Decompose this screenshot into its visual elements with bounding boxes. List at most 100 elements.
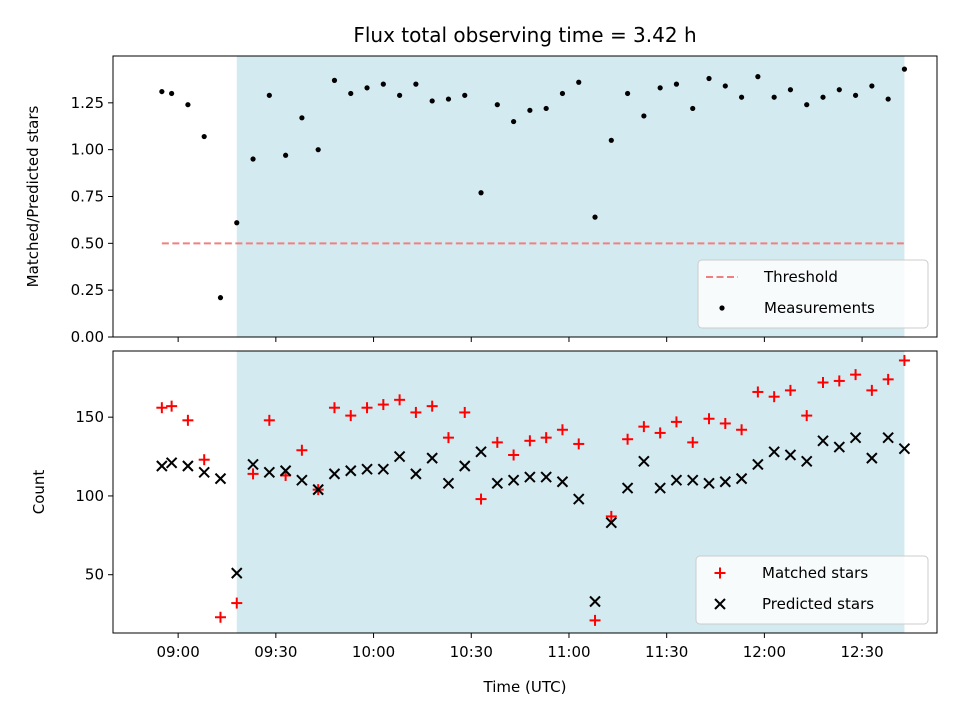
measurement-point xyxy=(641,113,647,119)
measurement-point xyxy=(217,295,224,301)
predicted-star-point xyxy=(638,455,650,467)
top-x-ticks xyxy=(177,337,863,342)
measurement-point xyxy=(527,107,533,113)
legend-box xyxy=(695,555,929,625)
matched-star-point xyxy=(410,406,422,418)
predicted-star-point xyxy=(263,466,276,479)
predicted-star-point xyxy=(898,442,911,455)
top-y-axis-label: Matched/Predicted stars xyxy=(24,106,42,288)
predicted-star-point xyxy=(475,446,487,458)
measurement-point xyxy=(804,102,810,108)
matched-star-point xyxy=(182,414,194,426)
measurement-point xyxy=(771,94,777,100)
measurement-point xyxy=(348,90,354,97)
measurement-point xyxy=(755,74,761,80)
predicted-star-point xyxy=(410,468,422,480)
predicted-star-point xyxy=(231,567,243,579)
measurement-point xyxy=(331,77,338,83)
matched-star-point xyxy=(442,432,454,444)
measurement-point xyxy=(380,81,386,87)
matched-star-point xyxy=(736,424,748,436)
predicted-star-point xyxy=(328,468,341,480)
matched-star-point xyxy=(589,614,601,626)
predicted-star-point xyxy=(198,466,210,479)
measurement-point xyxy=(673,81,680,87)
matched-star-point xyxy=(654,427,666,439)
bottom-marks xyxy=(156,354,911,626)
matched-star-point xyxy=(687,436,699,448)
measurement-point xyxy=(201,133,207,140)
matched-star-point xyxy=(882,373,894,385)
matched-star-point xyxy=(198,454,210,466)
measurement-point xyxy=(315,147,321,153)
predicted-star-point xyxy=(426,452,438,464)
xtick-label: 12:00 xyxy=(743,643,786,661)
legend-entry-label: Threshold xyxy=(763,268,838,286)
predicted-star-point xyxy=(654,482,666,494)
measurement-point xyxy=(869,83,875,89)
bottom-axes-frame xyxy=(112,350,938,634)
bottom-ytick-label: 100 xyxy=(75,487,104,505)
predicted-star-point xyxy=(801,455,813,467)
predicted-star-point xyxy=(752,458,764,471)
measurement-point xyxy=(429,98,435,104)
predicted-star-point xyxy=(817,435,829,447)
top-panel: 0.00 0.25 0.50 0.75 1.00 1.25 Flux total obse… xyxy=(24,23,938,346)
measurement-point xyxy=(592,214,598,220)
bottom-y-ticks: 50 100 150 xyxy=(75,408,113,584)
chart-title: Flux total observing time = 3.42 h xyxy=(353,23,696,47)
predicted-star-point xyxy=(621,482,634,494)
matched-star-point xyxy=(719,417,731,429)
measurement-point xyxy=(901,66,908,72)
xtick-label: 11:00 xyxy=(547,643,590,661)
matched-star-point xyxy=(540,432,552,444)
predicted-star-point xyxy=(784,449,797,461)
xtick-label: 10:30 xyxy=(450,643,493,661)
matched-star-point xyxy=(670,416,682,428)
predicted-star-point xyxy=(214,472,227,485)
matched-star-point xyxy=(801,410,813,422)
matched-star-point xyxy=(426,400,438,412)
predicted-star-point xyxy=(735,472,748,485)
measurement-point xyxy=(250,156,256,162)
predicted-star-point xyxy=(833,441,845,453)
legend-predicted-swatch xyxy=(714,598,726,610)
measurement-point xyxy=(478,190,484,196)
predicted-star-point xyxy=(589,595,601,608)
predicted-star-point xyxy=(866,452,878,464)
legend-entry-label: Predicted stars xyxy=(762,595,874,613)
measurement-point xyxy=(494,102,500,108)
measurement-point xyxy=(706,75,712,82)
top-ytick-label: 0.50 xyxy=(71,234,104,252)
top-ytick-label: 1.00 xyxy=(71,141,104,159)
predicted-star-point xyxy=(361,463,373,475)
matched-star-point xyxy=(573,438,585,450)
predicted-star-point xyxy=(312,483,324,496)
measurement-point xyxy=(234,220,240,226)
legend-matched-swatch xyxy=(714,567,726,579)
matched-star-point xyxy=(817,377,829,389)
matched-star-point xyxy=(605,510,617,522)
matched-star-point xyxy=(296,444,308,456)
measurement-point xyxy=(169,90,175,97)
top-legend: Threshold Measurements xyxy=(697,259,929,329)
matched-star-point xyxy=(475,493,487,505)
predicted-star-point xyxy=(703,477,715,490)
matched-star-point xyxy=(866,384,878,396)
xtick-label: 09:30 xyxy=(254,643,297,661)
bottom-legend: Matched stars Predicted stars xyxy=(695,555,929,625)
legend-measurement-swatch xyxy=(719,305,725,311)
measurement-point xyxy=(576,79,582,85)
bottom-panel: 50 100 150 09:00 09:30 10:00 10:30 11:00 11:30 1… xyxy=(30,350,938,696)
predicted-star-point xyxy=(442,477,455,490)
measurement-point xyxy=(836,87,842,93)
measurement-point xyxy=(559,90,566,97)
measurement-point xyxy=(445,96,452,102)
matched-star-point xyxy=(361,402,373,414)
predicted-star-point xyxy=(768,446,780,458)
measurement-point xyxy=(608,137,614,143)
matched-star-point xyxy=(524,435,536,447)
matched-star-point xyxy=(752,386,764,398)
bottom-y-axis-label: Count xyxy=(30,470,48,515)
